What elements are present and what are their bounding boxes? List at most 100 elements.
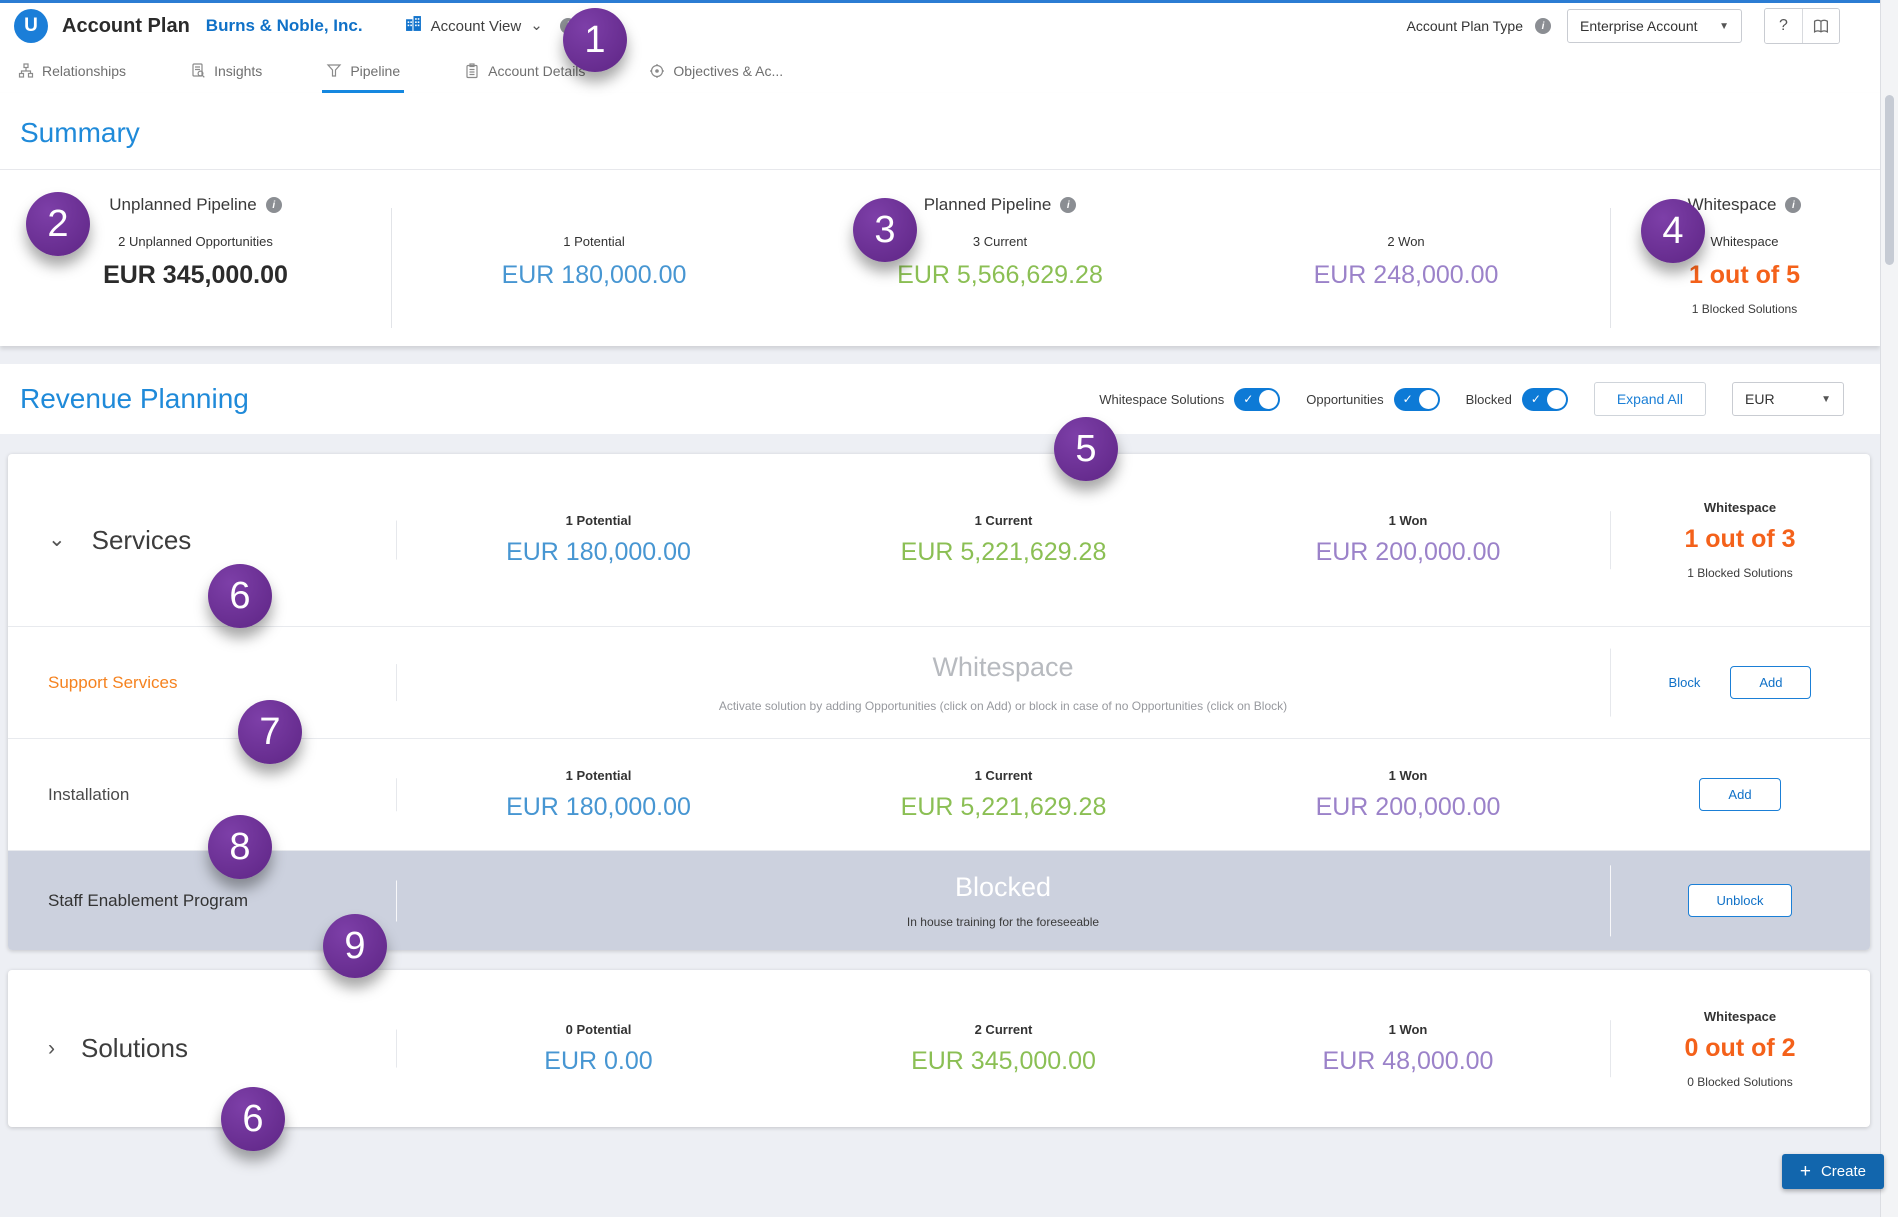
create-button[interactable]: + Create [1781,1154,1884,1189]
blocked-toggle[interactable]: ✓ [1521,387,1568,411]
unplanned-pipeline-title: Unplanned Pipeline [109,195,257,214]
collapse-chevron-icon[interactable]: ⌄ [48,528,66,551]
current-value: EUR 345,000.00 [911,1046,1096,1075]
won-column: 2 Won EUR 248,000.00 [1203,192,1609,316]
tab-account-details[interactable]: Account Details [464,49,585,93]
page-title: Account Plan [62,14,190,37]
expand-chevron-icon[interactable]: › [48,1036,55,1060]
unplanned-count: 2 Unplanned Opportunities [118,234,273,249]
block-link[interactable]: Block [1668,675,1701,690]
solutions-group-header: › Solutions 0 Potential EUR 0.00 2 Curre… [8,970,1870,1127]
scrollbar-track[interactable] [1880,0,1898,1217]
annotation-badge-6b: 6 [221,1087,285,1151]
account-name-link[interactable]: Burns & Noble, Inc. [205,16,363,35]
revenue-planning-heading: Revenue Planning [20,383,249,414]
services-won-cell: 1 Won EUR 200,000.00 [1206,513,1610,567]
book-icon [1813,19,1828,33]
blocked-solutions-note: 0 Blocked Solutions [1687,1074,1793,1089]
dropdown-arrow-icon: ▼ [1719,20,1729,32]
chevron-down-icon[interactable]: ⌄ [530,17,543,34]
group-name: Solutions [81,1033,188,1063]
annotation-badge-2: 2 [26,192,90,256]
blocked-solutions-note: 1 Blocked Solutions [1691,302,1798,316]
won-value: EUR 200,000.00 [1315,792,1501,821]
row-actions: Add [1610,739,1870,850]
solution-name[interactable]: Installation [48,784,130,804]
services-group-card: ⌄ Services 1 Potential EUR 180,000.00 1 … [8,454,1870,950]
info-icon[interactable]: i [1535,18,1551,34]
check-icon: ✓ [1402,391,1413,406]
current-value: EUR 5,221,629.28 [900,792,1107,821]
opportunities-toggle[interactable]: ✓ [1393,387,1440,411]
row-actions: Block Add [1610,627,1870,738]
whitespace-label: Whitespace [1703,1008,1777,1024]
current-column: Planned Pipeline i 3 Current EUR 5,566,6… [797,192,1203,316]
summary-grid: Unplanned Pipeline i 2 Unplanned Opportu… [0,170,1880,346]
current-label: 3 Current [972,234,1028,249]
unblock-button[interactable]: Unblock [1687,884,1793,917]
currency-select[interactable]: EUR ▼ [1732,382,1844,416]
guide-book-button[interactable] [1802,9,1839,43]
solution-row-installation: Installation 1 Potential EUR 180,000.00 … [8,738,1870,850]
annotation-badge-4: 4 [1641,199,1705,263]
whitespace-label: Whitespace [1710,234,1779,249]
whitespace-column: Whitespace i Whitespace 1 out of 5 1 Blo… [1609,192,1880,316]
tab-label: Pipeline [350,63,401,79]
check-icon: ✓ [1243,391,1254,406]
unplanned-pipeline-column: Unplanned Pipeline i 2 Unplanned Opportu… [0,192,391,316]
annotation-badge-5: 5 [1054,417,1118,481]
whitespace-value: 1 out of 5 [1688,261,1801,289]
won-label: 1 Won [1388,1021,1428,1037]
add-button[interactable]: Add [1730,666,1812,699]
services-current-cell: 1 Current EUR 5,221,629.28 [801,513,1206,567]
potential-label: 1 Potential [565,513,632,528]
potential-value: EUR 0.00 [544,1046,653,1075]
plus-icon: + [1799,1160,1811,1182]
revenue-planning-bar: Revenue Planning Whitespace Solutions ✓ … [0,364,1880,434]
whitespace-solutions-toggle[interactable]: ✓ [1234,387,1281,411]
browser-top-border [0,0,1898,3]
whitespace-state-subtitle: Activate solution by adding Opportunitie… [718,699,1288,713]
plan-type-label: Account Plan Type [1406,18,1523,34]
solutions-whitespace-cell: Whitespace 0 out of 2 0 Blocked Solution… [1610,1009,1870,1089]
tab-label: Insights [214,63,263,79]
row-actions: Unblock [1610,851,1870,950]
whitespace-title: Whitespace [1687,195,1777,214]
solutions-won-cell: 1 Won EUR 48,000.00 [1206,1022,1610,1076]
services-whitespace-cell: Whitespace 1 out of 3 1 Blocked Solution… [1610,500,1870,580]
dropdown-arrow-icon: ▼ [1821,393,1831,405]
summary-heading: Summary [20,117,140,148]
whitespace-solutions-toggle-label: Whitespace Solutions [1099,391,1225,407]
annotation-badge-8: 8 [208,815,272,879]
tab-pipeline[interactable]: Pipeline [322,49,404,93]
current-value: EUR 5,221,629.28 [900,538,1107,566]
blocked-state-title: Blocked [954,872,1052,902]
whitespace-state-title: Whitespace [932,652,1074,682]
solutions-group-card: › Solutions 0 Potential EUR 0.00 2 Curre… [8,970,1870,1127]
tab-bar: Relationships Insights Pipeline Account … [0,49,1880,93]
won-label: 2 Won [1387,234,1425,249]
solution-name[interactable]: Staff Enablement Program [48,890,249,910]
help-button[interactable]: ? [1765,9,1802,43]
plan-type-select[interactable]: Enterprise Account ▼ [1567,9,1742,43]
blocked-solutions-note: 1 Blocked Solutions [1687,566,1793,580]
installation-won-cell: 1 Won EUR 200,000.00 [1206,768,1610,822]
check-icon: ✓ [1530,391,1541,406]
account-view-selector[interactable]: Account View [430,17,522,35]
solution-name[interactable]: Support Services [48,672,178,692]
summary-section: Summary Unplanned Pipeline i 2 Unplanned… [0,93,1880,346]
current-label: 2 Current [974,1021,1033,1037]
planned-pipeline-title: Planned Pipeline [923,195,1052,214]
current-label: 1 Current [974,767,1033,783]
tab-insights[interactable]: Insights [190,49,262,93]
tab-objectives[interactable]: Objectives & Ac... [649,49,783,93]
info-icon[interactable]: i [265,197,282,213]
info-icon[interactable]: i [1785,197,1802,213]
unplanned-value: EUR 345,000.00 [103,261,288,289]
tab-relationships[interactable]: Relationships [18,49,126,93]
scrollbar-thumb[interactable] [1885,95,1894,265]
add-button[interactable]: Add [1699,778,1781,811]
won-value: EUR 248,000.00 [1313,261,1499,289]
info-icon[interactable]: i [1060,197,1077,213]
expand-all-button[interactable]: Expand All [1593,382,1706,416]
